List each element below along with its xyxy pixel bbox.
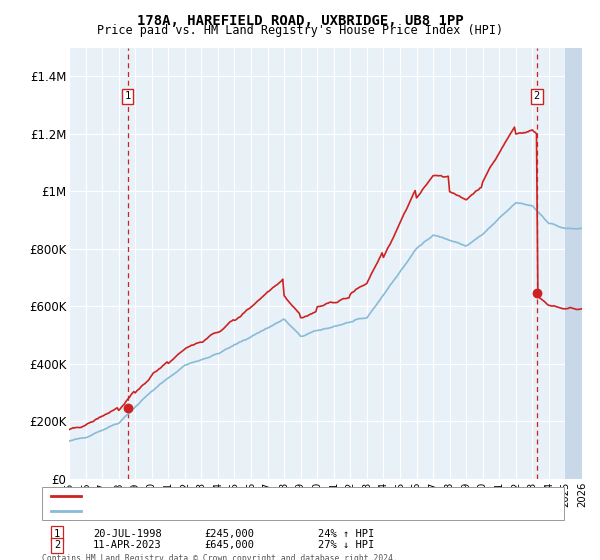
Text: £245,000: £245,000 [204,529,254,539]
Text: 27% ↓ HPI: 27% ↓ HPI [318,540,374,550]
Text: HPI: Average price, detached house, Hillingdon: HPI: Average price, detached house, Hill… [87,506,357,516]
Text: 1: 1 [54,529,60,539]
Text: 178A, HAREFIELD ROAD, UXBRIDGE, UB8 1PP (detached house): 178A, HAREFIELD ROAD, UXBRIDGE, UB8 1PP … [87,491,416,501]
Text: 20-JUL-1998: 20-JUL-1998 [93,529,162,539]
Bar [565,48,582,479]
Text: 24% ↑ HPI: 24% ↑ HPI [318,529,374,539]
Text: 11-APR-2023: 11-APR-2023 [93,540,162,550]
Point [532,289,542,298]
Text: 1: 1 [125,91,131,101]
Text: £645,000: £645,000 [204,540,254,550]
Text: 178A, HAREFIELD ROAD, UXBRIDGE, UB8 1PP: 178A, HAREFIELD ROAD, UXBRIDGE, UB8 1PP [137,14,463,28]
Text: Price paid vs. HM Land Registry's House Price Index (HPI): Price paid vs. HM Land Registry's House … [97,24,503,37]
Text: Contains HM Land Registry data © Crown copyright and database right 2024.
This d: Contains HM Land Registry data © Crown c… [42,554,398,560]
Text: 2: 2 [533,91,540,101]
Point [123,404,133,413]
Text: 2: 2 [54,540,60,550]
